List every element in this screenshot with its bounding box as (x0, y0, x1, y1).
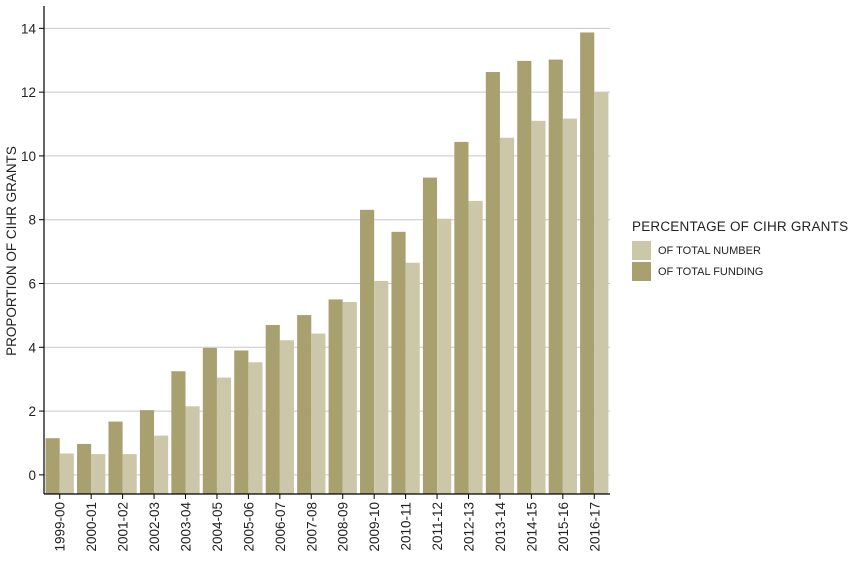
y-tick-label: 2 (28, 404, 36, 419)
y-axis-title: PROPORTION OF CIHR GRANTS (4, 146, 19, 356)
legend-item-total-funding: OF TOTAL FUNDING (632, 261, 848, 282)
x-tick-label: 2008-09 (336, 502, 351, 552)
bar-total-funding (265, 324, 280, 494)
axes: 0 2 4 6 8 10 12 14 1999-00 2000-01 2001-02 2002-03 2… (21, 6, 610, 552)
x-tick-label: 2010-11 (399, 502, 414, 551)
x-tick-label: 2014-15 (524, 502, 539, 552)
bar-total-number (248, 362, 263, 494)
bar-total-funding (422, 177, 438, 494)
bar-total-funding (328, 299, 343, 494)
bar-total-number (499, 137, 515, 495)
bar-total-funding (108, 421, 123, 494)
bar-total-number (122, 454, 137, 494)
x-tick-label: 2011-12 (430, 502, 445, 551)
x-tick-label: 2002-03 (147, 502, 162, 552)
y-tick-label: 6 (28, 276, 36, 291)
x-tick-label: 2013-14 (493, 502, 508, 552)
bar-total-number (562, 118, 577, 494)
y-tick-label: 0 (28, 468, 36, 483)
legend: PERCENTAGE OF CIHR GRANTS OF TOTAL NUMBE… (632, 219, 848, 282)
x-tick-label: 2015-16 (556, 502, 571, 552)
bar-total-number (216, 377, 232, 494)
bar-total-funding (391, 231, 406, 494)
bar-total-number (437, 218, 452, 494)
bar-total-funding (45, 438, 60, 494)
bar-total-funding (171, 371, 186, 494)
bar-total-funding (517, 60, 532, 494)
y-tick-label: 8 (28, 213, 36, 228)
bar-total-number (59, 453, 74, 494)
bar-total-number (468, 200, 483, 494)
bar-total-number (405, 262, 420, 494)
x-tick-label: 2001-02 (116, 502, 131, 552)
y-tick-label: 12 (21, 85, 36, 100)
x-tick-label: 2007-08 (304, 502, 319, 552)
bar-total-number (594, 92, 609, 495)
legend-swatch-total-number (632, 241, 651, 260)
bar-total-number (374, 280, 389, 494)
bar-total-funding (297, 315, 312, 494)
bar-total-number (154, 435, 169, 494)
x-tick-label: 2006-07 (273, 502, 288, 552)
x-tick-label: 2000-01 (84, 502, 99, 552)
bar-total-funding (360, 209, 375, 494)
legend-item-total-number: OF TOTAL NUMBER (632, 240, 848, 261)
bar-total-number (311, 333, 326, 494)
bar-total-number (342, 301, 357, 494)
bar-total-number (531, 120, 546, 494)
x-tick-label: 2009-10 (367, 502, 382, 552)
y-tick-label: 4 (28, 340, 36, 355)
bars (45, 32, 609, 495)
x-tick-label: 2003-04 (179, 502, 194, 552)
legend-label-total-number: OF TOTAL NUMBER (658, 244, 761, 257)
bar-total-funding (234, 350, 249, 494)
bar-total-number (91, 454, 106, 494)
bar-total-number (185, 406, 200, 494)
legend-swatch-total-funding (632, 262, 651, 281)
bar-total-funding (77, 443, 92, 494)
x-tick-label: 2012-13 (462, 502, 477, 552)
x-tick-label: 1999-00 (53, 502, 68, 552)
y-tick-label: 14 (21, 21, 37, 36)
bar-total-funding (454, 141, 469, 494)
grid-lines (44, 27, 610, 476)
legend-title: PERCENTAGE OF CIHR GRANTS (632, 219, 849, 234)
x-tick-label: 2005-06 (241, 502, 256, 552)
bar-total-funding (580, 32, 595, 494)
x-tick-label: 2016-17 (587, 502, 602, 552)
bar-total-funding (485, 72, 500, 494)
bar-total-number (279, 340, 294, 494)
x-tick-label: 2004-05 (210, 502, 225, 552)
y-tick-label: 10 (21, 149, 36, 164)
bar-total-funding (139, 410, 155, 494)
bar-total-funding (548, 59, 563, 494)
bar-total-funding (202, 347, 217, 494)
legend-label-total-funding: OF TOTAL FUNDING (658, 265, 764, 278)
